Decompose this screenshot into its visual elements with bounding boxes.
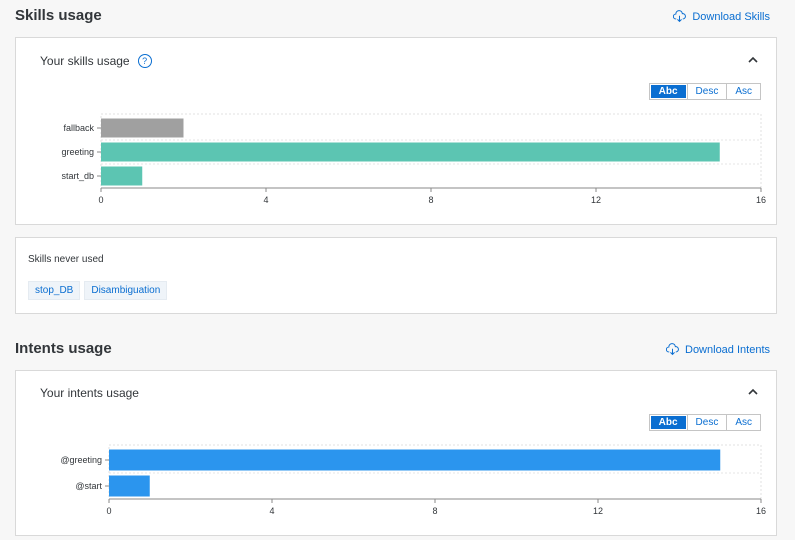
chevron-up-icon[interactable] <box>746 53 760 67</box>
sort-abc-button[interactable]: Abc <box>650 416 686 429</box>
y-category-label: fallback <box>63 123 94 133</box>
sort-abc-button[interactable]: Abc <box>650 85 686 98</box>
skills-sort-toggle: Abc Desc Asc <box>648 83 761 100</box>
intents-sort-toggle: Abc Desc Asc <box>648 414 761 431</box>
intents-usage-card: Your intents usage Abc Desc Asc 0 4 8 12 16 @… <box>15 370 777 536</box>
x-tick-label: 12 <box>593 506 603 516</box>
download-skills-label: Download Skills <box>692 10 770 23</box>
bar <box>109 475 150 497</box>
x-tick-label: 16 <box>756 506 766 516</box>
chevron-up-icon[interactable] <box>746 385 760 399</box>
x-tick-label: 0 <box>98 195 103 205</box>
download-intents-link[interactable]: Download Intents <box>666 343 770 356</box>
skills-never-used-card: Skills never used stop_DB Disambiguation <box>15 237 777 314</box>
y-category-label: @greeting <box>60 455 102 465</box>
intents-usage-title: Intents usage <box>15 340 112 357</box>
x-tick-label: 8 <box>432 506 437 516</box>
bar <box>109 449 721 471</box>
download-intents-label: Download Intents <box>685 343 770 356</box>
bar <box>101 142 720 162</box>
sort-desc-button[interactable]: Desc <box>686 415 727 430</box>
y-category-label: start_db <box>61 171 94 181</box>
help-icon[interactable]: ? <box>137 54 152 68</box>
cloud-download-icon <box>673 10 687 23</box>
x-tick-label: 12 <box>591 195 601 205</box>
cloud-download-icon <box>666 343 679 356</box>
skills-never-used-label: Skills never used <box>28 254 104 265</box>
skills-usage-title: Skills usage <box>15 7 102 24</box>
y-category-label: @start <box>75 481 102 491</box>
x-tick-label: 4 <box>263 195 268 205</box>
sort-asc-button[interactable]: Asc <box>726 415 760 430</box>
skills-bar-chart: 0 4 8 12 16 fallback greeting start_db <box>61 113 766 205</box>
x-tick-label: 8 <box>428 195 433 205</box>
intents-card-title-text: Your intents usage <box>40 386 139 400</box>
skill-chip-disambiguation[interactable]: Disambiguation <box>84 281 168 300</box>
intents-card-title: Your intents usage <box>40 386 139 400</box>
download-skills-link[interactable]: Download Skills <box>673 10 770 23</box>
never-used-chip-list: stop_DB Disambiguation <box>28 281 168 300</box>
skills-card-title-text: Your skills usage <box>40 54 130 68</box>
bar <box>101 118 184 138</box>
sort-asc-button[interactable]: Asc <box>726 84 760 99</box>
x-tick-label: 0 <box>106 506 111 516</box>
skill-chip-stop-db[interactable]: stop_DB <box>28 281 81 300</box>
bar <box>101 166 143 186</box>
intents-bar-chart: 0 4 8 12 16 @greeting @start <box>60 444 766 516</box>
y-category-label: greeting <box>61 147 94 157</box>
x-tick-label: 4 <box>269 506 274 516</box>
skills-usage-card: Your skills usage ? Abc Desc Asc 0 4 8 12 16… <box>15 37 777 225</box>
sort-desc-button[interactable]: Desc <box>686 84 727 99</box>
skills-card-title: Your skills usage ? <box>40 54 152 68</box>
x-tick-label: 16 <box>756 195 766 205</box>
